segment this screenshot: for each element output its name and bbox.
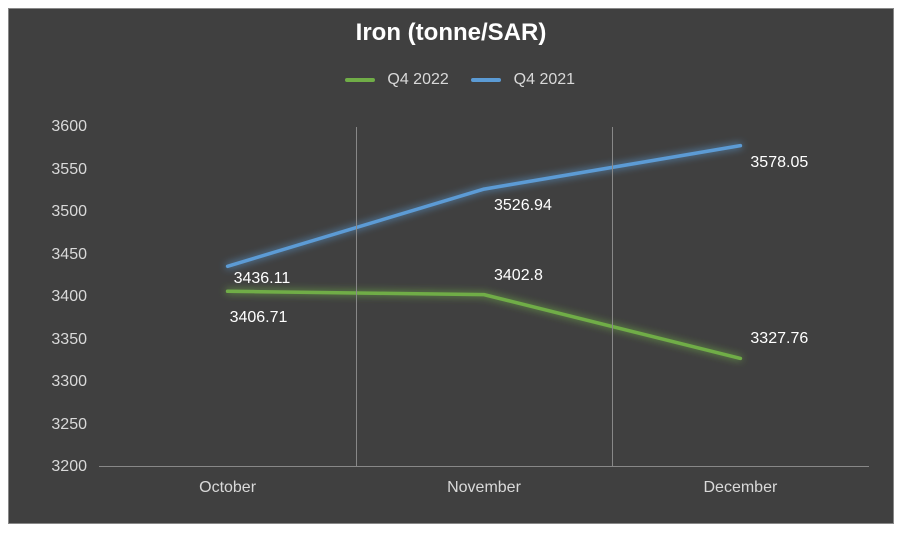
data-label-q4-2021-0: 3436.11: [234, 270, 291, 288]
y-tick-label: 3450: [51, 246, 87, 264]
y-tick-label: 3250: [51, 416, 87, 434]
legend: Q4 2022 Q4 2021: [9, 71, 893, 89]
series-line-0: [228, 291, 741, 358]
series-line-1: [228, 146, 741, 267]
x-tick-label: October: [199, 479, 256, 497]
chart-title: Iron (tonne/SAR): [9, 19, 893, 47]
y-tick-label: 3300: [51, 373, 87, 391]
x-tick-label: November: [447, 479, 521, 497]
legend-label-1: Q4 2021: [514, 71, 575, 88]
y-tick-label: 3400: [51, 288, 87, 306]
legend-swatch-1: [471, 78, 501, 82]
legend-swatch-0: [345, 78, 375, 82]
y-tick-label: 3550: [51, 161, 87, 179]
data-label-q4-2021-1: 3526.94: [494, 197, 552, 215]
y-tick-label: 3200: [51, 458, 87, 476]
grid-line-vertical: [356, 127, 357, 467]
data-label-q4-2022-1: 3402.8: [494, 267, 543, 285]
legend-label-0: Q4 2022: [387, 71, 448, 88]
y-tick-label: 3350: [51, 331, 87, 349]
data-label-q4-2022-0: 3406.71: [230, 309, 288, 327]
grid-line-vertical: [612, 127, 613, 467]
line-layer: [99, 127, 869, 467]
chart-container: Iron (tonne/SAR) Q4 2022 Q4 2021 3200325…: [8, 8, 894, 524]
plot-area: 320032503300335034003450350035503600Octo…: [99, 127, 869, 467]
data-label-q4-2021-2: 3578.05: [750, 154, 808, 172]
y-tick-label: 3600: [51, 118, 87, 136]
y-tick-label: 3500: [51, 203, 87, 221]
data-label-q4-2022-2: 3327.76: [750, 330, 808, 348]
x-tick-label: December: [704, 479, 778, 497]
